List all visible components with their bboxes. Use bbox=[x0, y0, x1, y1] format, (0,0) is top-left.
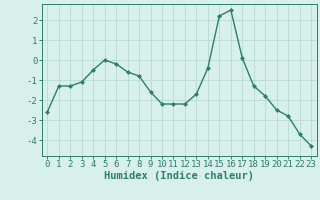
X-axis label: Humidex (Indice chaleur): Humidex (Indice chaleur) bbox=[104, 171, 254, 181]
